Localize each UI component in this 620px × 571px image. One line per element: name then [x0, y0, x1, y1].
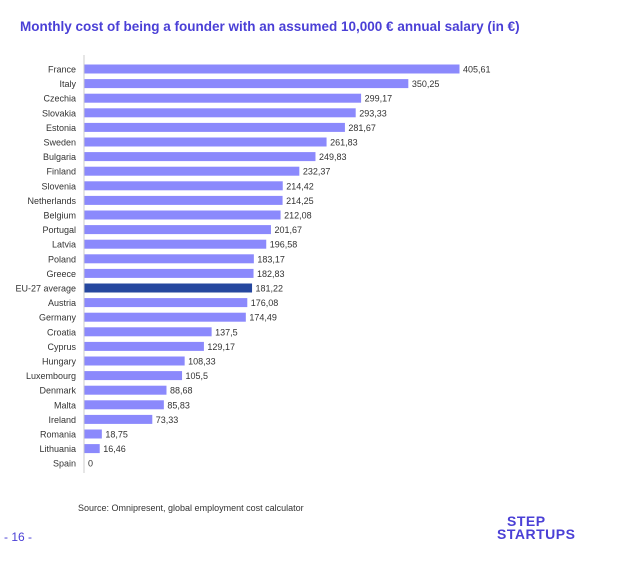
bar [84, 93, 362, 103]
category-label: Slovenia [41, 181, 76, 191]
category-label: Estonia [46, 123, 76, 133]
bar [84, 371, 183, 381]
value-label: 214,42 [286, 181, 314, 191]
value-label: 261,83 [330, 138, 358, 148]
logo-line2: STARTUPS [497, 526, 576, 542]
bar [84, 225, 271, 235]
category-label: Lithuania [39, 444, 76, 454]
value-label: 181,22 [256, 284, 284, 294]
bar [84, 152, 316, 162]
step-startups-logo: STEP STARTUPS [497, 513, 576, 542]
value-label: 212,08 [284, 211, 312, 221]
category-label: Hungary [42, 357, 77, 367]
category-label: Italy [59, 79, 76, 89]
value-label: 299,17 [365, 94, 393, 104]
category-label: Luxembourg [26, 371, 76, 381]
category-label: Netherlands [27, 196, 76, 206]
value-label: 249,83 [319, 152, 347, 162]
category-label: Ireland [48, 415, 76, 425]
category-label: Belgium [43, 211, 76, 221]
value-label: 183,17 [257, 254, 285, 264]
category-label: Poland [48, 254, 76, 264]
category-label: Romania [40, 430, 76, 440]
bar [84, 166, 300, 176]
category-label: Austria [48, 298, 76, 308]
bar [84, 327, 212, 337]
category-label: Sweden [43, 138, 76, 148]
value-label: 18,75 [105, 430, 128, 440]
bar [84, 356, 185, 366]
bar [84, 429, 102, 439]
value-label: 105,5 [186, 371, 209, 381]
value-label: 174,49 [249, 313, 277, 323]
bar [84, 64, 460, 74]
category-label: EU-27 average [15, 284, 76, 294]
category-label: Croatia [47, 327, 76, 337]
value-label: 350,25 [412, 79, 440, 89]
bar [84, 385, 167, 395]
category-label: Germany [39, 313, 77, 323]
value-label: 85,83 [167, 400, 190, 410]
chart-title: Monthly cost of being a founder with an … [20, 19, 520, 34]
value-label: 405,61 [463, 65, 491, 75]
bar [84, 79, 409, 89]
bar [84, 444, 100, 454]
value-label: 281,67 [348, 123, 376, 133]
bar [84, 195, 283, 205]
category-label: Greece [46, 269, 76, 279]
category-label: France [48, 65, 76, 75]
bar [84, 137, 327, 147]
bar [84, 268, 254, 278]
value-label: 16,46 [103, 444, 126, 454]
category-label: Czechia [43, 94, 76, 104]
bar [84, 108, 356, 118]
logo-line1: STEP [507, 513, 546, 529]
category-label: Malta [54, 400, 76, 410]
source-note: Source: Omnipresent, global employment c… [78, 503, 304, 513]
value-label: 232,37 [303, 167, 331, 177]
category-label: Spain [53, 459, 76, 469]
bar [84, 254, 254, 264]
value-label: 88,68 [170, 386, 193, 396]
bar [84, 400, 164, 410]
bar [84, 122, 345, 132]
category-label: Bulgaria [43, 152, 76, 162]
value-label: 214,25 [286, 196, 314, 206]
value-label: 176,08 [251, 298, 279, 308]
value-label: 293,33 [359, 108, 387, 118]
bar [84, 341, 204, 351]
value-label: 201,67 [274, 225, 302, 235]
category-label: Slovakia [42, 108, 76, 118]
bar [84, 181, 283, 191]
bar [84, 312, 246, 322]
category-label: Cyprus [47, 342, 76, 352]
value-label: 196,58 [270, 240, 298, 250]
value-label: 137,5 [215, 327, 238, 337]
bar [84, 298, 248, 308]
page-number: - 16 - [4, 530, 33, 544]
category-label: Denmark [39, 386, 76, 396]
value-label: 0 [88, 459, 93, 469]
bar [84, 239, 267, 249]
bar-highlight [84, 283, 253, 293]
value-label: 129,17 [207, 342, 235, 352]
bar-chart: France 405,61 Italy 350,25 Czechia 299,17 Slov… [15, 55, 491, 473]
category-label: Finland [46, 167, 76, 177]
category-label: Portugal [42, 225, 76, 235]
category-label: Latvia [52, 240, 76, 250]
bar [84, 210, 281, 220]
value-label: 182,83 [257, 269, 285, 279]
bar [84, 414, 153, 424]
value-label: 73,33 [156, 415, 179, 425]
value-label: 108,33 [188, 357, 216, 367]
